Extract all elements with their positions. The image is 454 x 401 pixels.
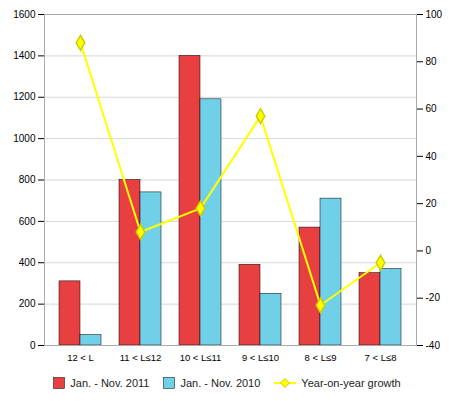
svg-text:-20: -20 xyxy=(426,292,441,303)
svg-text:200: 200 xyxy=(19,298,36,309)
svg-text:0: 0 xyxy=(30,340,36,351)
svg-text:8 < L≤9: 8 < L≤9 xyxy=(305,352,337,363)
svg-text:100: 100 xyxy=(426,9,443,20)
svg-text:60: 60 xyxy=(426,103,438,114)
html-text:Year-on-year growth: Year-on-year growth xyxy=(301,377,401,389)
svg-text:12 < L: 12 < L xyxy=(67,352,94,363)
svg-text:10 < L≤11: 10 < L≤11 xyxy=(180,352,222,363)
svg-text:80: 80 xyxy=(426,56,438,67)
svg-text:11 < L≤12: 11 < L≤12 xyxy=(120,352,162,363)
svg-text:9 < L≤10: 9 < L≤10 xyxy=(242,352,279,363)
svg-text:600: 600 xyxy=(19,216,36,227)
svg-text:40: 40 xyxy=(426,151,438,162)
svg-text:1600: 1600 xyxy=(13,9,36,20)
svg-text:20: 20 xyxy=(426,198,438,209)
svg-text:1400: 1400 xyxy=(13,50,36,61)
svg-text:400: 400 xyxy=(19,257,36,268)
svg-text:0: 0 xyxy=(426,245,432,256)
svg-text:1200: 1200 xyxy=(13,91,36,102)
svg-text:7 < L≤8: 7 < L≤8 xyxy=(365,352,397,363)
html-text:Jan. - Nov. 2011: Jan. - Nov. 2011 xyxy=(70,377,150,389)
svg-text:800: 800 xyxy=(19,174,36,185)
svg-text:-40: -40 xyxy=(426,340,441,351)
svg-text:1000: 1000 xyxy=(13,133,36,144)
html-text:Jan. - Nov. 2010: Jan. - Nov. 2010 xyxy=(180,377,261,389)
